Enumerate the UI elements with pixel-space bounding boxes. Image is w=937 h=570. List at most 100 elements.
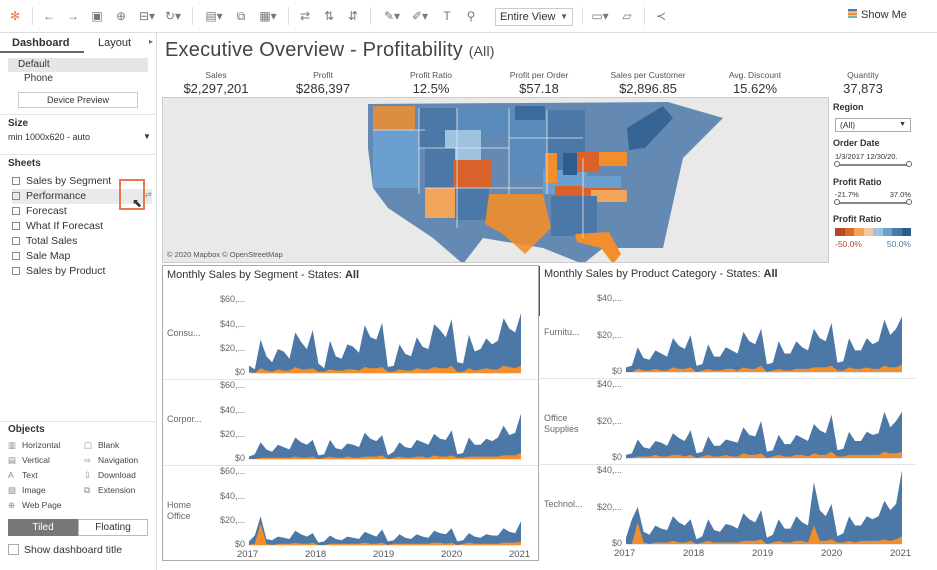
sales-area[interactable] — [626, 470, 902, 544]
group-icon[interactable]: ✐▾ — [411, 9, 429, 23]
object-label: Vertical — [22, 455, 50, 465]
order-date-slider[interactable] — [834, 161, 912, 167]
sheet-sales-by-segment[interactable]: Sales by Segment — [12, 174, 152, 189]
profit-area[interactable] — [249, 453, 521, 459]
slider-handle[interactable] — [906, 161, 912, 167]
profit-area[interactable] — [626, 451, 902, 458]
sales-area[interactable] — [626, 411, 902, 458]
slider-handle[interactable] — [834, 199, 840, 205]
sheet-forecast[interactable]: Forecast — [12, 204, 152, 219]
undo-icon[interactable]: ← — [43, 9, 55, 23]
object-extension[interactable]: ⧉ Extension — [84, 485, 135, 496]
redo-icon[interactable]: → — [67, 9, 79, 23]
area-plot[interactable] — [626, 470, 902, 545]
swap-sheet-icon[interactable]: ⇄ — [145, 190, 152, 199]
slider-handle[interactable] — [834, 161, 840, 167]
chevron-right-icon[interactable]: ▸ — [149, 37, 154, 46]
swap-sheet-highlight[interactable] — [119, 179, 145, 210]
sales-by-product-chart[interactable]: Monthly Sales by Product Category - Stat… — [540, 265, 915, 561]
sheet-sale-map[interactable]: Sale Map — [12, 249, 152, 264]
object-horizontal[interactable]: ▥ Horizontal — [8, 440, 60, 451]
share-icon[interactable]: ≺ — [655, 9, 667, 23]
floating-toggle[interactable]: Floating — [78, 519, 148, 536]
tab-layout[interactable]: Layout — [98, 37, 132, 49]
area-plot[interactable] — [626, 298, 902, 373]
sales-area[interactable] — [626, 316, 902, 373]
map-state[interactable] — [583, 176, 621, 188]
map-state[interactable] — [455, 188, 489, 220]
size-select[interactable]: min 1000x620 - auto — [8, 132, 91, 142]
object-download[interactable]: ⇩ Download — [84, 470, 136, 481]
duplicate-icon[interactable]: ⧉ — [236, 9, 246, 23]
sales-by-segment-chart[interactable]: Monthly Sales by Segment - States: All C… — [162, 265, 539, 561]
object-web-page[interactable]: ⊕ Web Page — [8, 500, 62, 511]
sheet-performance[interactable]: Performance — [12, 189, 152, 204]
area-plot[interactable] — [249, 385, 521, 460]
sales-area[interactable] — [249, 413, 521, 459]
size-header: Size — [8, 118, 29, 129]
profit-ratio-slider[interactable] — [834, 199, 912, 205]
map-state[interactable] — [373, 130, 419, 188]
map-state[interactable] — [425, 188, 455, 218]
clear-icon[interactable]: ▦▾ — [259, 9, 277, 23]
map-state[interactable] — [373, 106, 415, 130]
map-state[interactable] — [453, 160, 491, 188]
object-navigation[interactable]: ⇨ Navigation — [84, 455, 138, 466]
sheet-sales-by-product[interactable]: Sales by Product — [12, 264, 152, 279]
labels-icon[interactable]: T — [443, 9, 451, 23]
area-plot[interactable] — [249, 471, 521, 546]
swap-icon[interactable]: ⇄ — [299, 9, 311, 23]
map-state-texas[interactable] — [485, 194, 551, 254]
map-state-illinois[interactable] — [545, 153, 557, 183]
us-map[interactable] — [163, 98, 829, 263]
sort-asc-icon[interactable]: ⇅ — [323, 9, 335, 23]
show-me-button[interactable]: Show Me — [848, 9, 907, 21]
device-phone[interactable]: Phone — [24, 73, 53, 84]
pin-icon[interactable]: ⚲ — [466, 9, 476, 23]
device-default[interactable]: Default — [8, 58, 148, 72]
sales-area[interactable] — [249, 516, 521, 545]
object-blank[interactable]: ▢ Blank — [84, 440, 119, 451]
object-image[interactable]: ▨ Image — [8, 485, 46, 496]
row-divider — [163, 379, 538, 380]
object-text[interactable]: A Text — [8, 470, 38, 480]
chevron-down-icon[interactable]: ▼ — [143, 132, 151, 141]
device-preview-button[interactable]: Device Preview — [18, 92, 138, 108]
map-state-pennsylvania[interactable] — [599, 152, 627, 166]
fit-select[interactable]: Entire View ▼ — [495, 8, 573, 26]
refresh-icon[interactable]: ↻▾ — [164, 9, 182, 23]
map-state[interactable] — [425, 148, 455, 194]
device-icon[interactable]: ▱ — [622, 9, 632, 23]
map-state-northeast[interactable] — [627, 106, 673, 150]
map-state-florida[interactable] — [575, 232, 621, 263]
save-icon[interactable]: ▣ — [91, 9, 103, 23]
sales-area[interactable] — [249, 313, 521, 373]
new-worksheet-icon[interactable]: ▤▾ — [205, 9, 223, 23]
map-state[interactable] — [563, 153, 577, 175]
area-plot[interactable] — [249, 299, 521, 374]
map-state-ohio[interactable] — [577, 152, 599, 172]
area-plot[interactable] — [626, 384, 902, 459]
new-datasource-icon[interactable]: ⊕ — [115, 9, 127, 23]
object-vertical[interactable]: ▤ Vertical — [8, 455, 50, 466]
presentation-icon[interactable]: ▭▾ — [591, 9, 609, 23]
map-state-carolina[interactable] — [591, 190, 627, 202]
profit-area[interactable] — [626, 522, 902, 544]
highlight-icon[interactable]: ✎▾ — [383, 9, 401, 23]
map-state-tennessee[interactable] — [555, 186, 619, 196]
sheet-what-if-forecast[interactable]: What If Forecast — [12, 219, 152, 234]
map-state[interactable] — [551, 196, 597, 236]
map-state[interactable] — [515, 106, 545, 120]
slider-handle[interactable] — [906, 199, 912, 205]
pause-icon[interactable]: ⊟▾ — [138, 9, 156, 23]
profit-map[interactable]: © 2020 Mapbox © OpenStreetMap — [162, 97, 829, 263]
tab-dashboard[interactable]: Dashboard — [0, 33, 84, 53]
region-filter-select[interactable]: (All) ▼ — [835, 118, 911, 132]
show-title-checkbox[interactable]: Show dashboard title — [8, 544, 122, 556]
tiled-toggle[interactable]: Tiled — [8, 519, 78, 536]
sheet-total-sales[interactable]: Total Sales — [12, 234, 152, 249]
profit-area[interactable] — [249, 365, 521, 373]
tableau-logo-icon[interactable]: ✻ — [9, 9, 21, 23]
profit-area[interactable] — [626, 364, 902, 372]
sort-desc-icon[interactable]: ⇵ — [347, 9, 359, 23]
